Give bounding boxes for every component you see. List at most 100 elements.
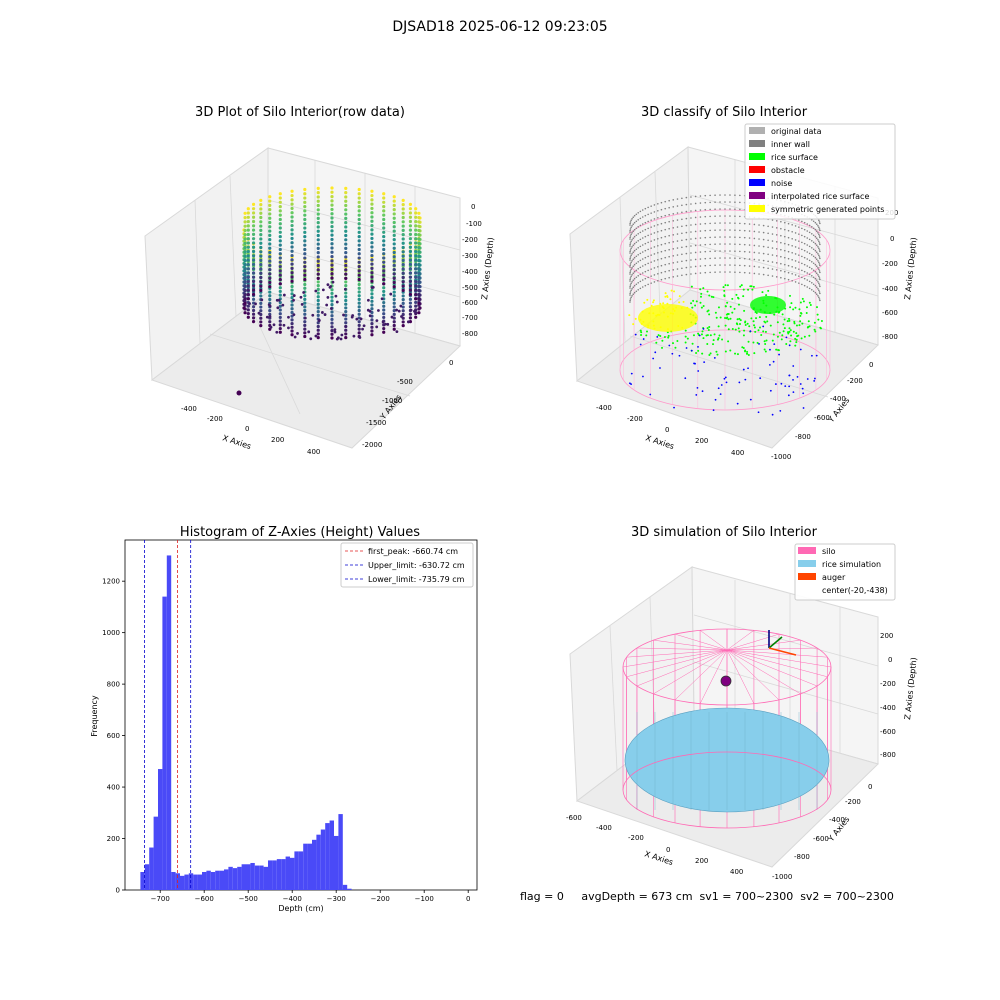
raw-point: [370, 237, 373, 240]
classify-noise-point: [803, 407, 805, 409]
classify-wall-point: [640, 267, 642, 269]
raw-point: [279, 235, 282, 238]
raw-point: [370, 203, 373, 206]
classify-x-label: X Axies: [644, 433, 675, 451]
classify-wall-point: [634, 215, 636, 217]
raw-point: [330, 299, 333, 302]
classify-wall-point: [784, 257, 786, 259]
classify-surface-point: [765, 351, 767, 353]
classify-wall-point: [631, 274, 633, 276]
raw-point: [247, 280, 250, 283]
raw-point: [370, 303, 373, 306]
raw-floor-point: [391, 316, 394, 319]
classify-wall-point: [664, 236, 666, 238]
classify-wall-point: [818, 241, 820, 243]
classify-wall-point: [650, 247, 652, 249]
classify-legend: original datainner wallrice surfaceobsta…: [745, 124, 895, 219]
raw-point: [382, 316, 385, 319]
raw-z-label: Z Axies (Depth): [480, 237, 496, 300]
raw-floor-point: [321, 311, 324, 314]
classify-wall-point: [640, 239, 642, 241]
raw-point: [252, 305, 255, 308]
simulation-legend-swatch: [798, 547, 816, 554]
raw-point: [358, 305, 361, 308]
raw-point: [268, 195, 271, 198]
classify-wall-point: [700, 209, 702, 211]
raw-point: [330, 208, 333, 211]
classify-surface-point: [743, 334, 745, 336]
raw-point: [243, 225, 246, 228]
classify-surface-point: [796, 324, 798, 326]
raw-point: [417, 220, 420, 223]
classify-noise-point: [762, 326, 764, 328]
classify-wall-point: [734, 264, 736, 266]
raw-point: [303, 283, 306, 286]
histogram-bar: [215, 871, 219, 890]
raw-point: [252, 254, 255, 257]
classify-wall-point: [819, 228, 821, 230]
raw-point: [259, 229, 262, 232]
simulation-center-marker: [721, 676, 731, 686]
classify-wall-point: [677, 205, 679, 207]
classify-noise-point: [773, 361, 775, 363]
classify-wall-point: [806, 223, 808, 225]
classify-noise-point: [684, 377, 686, 379]
classify-wall-point: [645, 257, 647, 259]
raw-point: [252, 288, 255, 291]
classify-y-tick: -1000: [771, 453, 791, 461]
classify-wall-point: [804, 285, 806, 287]
classify-wall-point: [801, 277, 803, 279]
classify-noise-point: [816, 355, 818, 357]
classify-surface-point: [799, 320, 801, 322]
classify-wall-point: [647, 284, 649, 286]
raw-point: [247, 229, 250, 232]
classify-wall-point: [739, 202, 741, 204]
classify-wall-point: [719, 243, 721, 245]
classify-wall-point: [819, 277, 821, 279]
classify-wall-point: [817, 239, 819, 241]
raw-point: [382, 244, 385, 247]
classify-wall-point: [634, 243, 636, 245]
raw-point: [279, 327, 282, 330]
raw-point: [259, 305, 262, 308]
classify-wall-point: [637, 233, 639, 235]
simulation-z-label: Z Axies (Depth): [903, 657, 919, 720]
classify-wall-point: [629, 259, 631, 261]
raw-point: [279, 218, 282, 221]
raw-point: [358, 252, 361, 255]
classify-surface-point: [699, 302, 701, 304]
classify-surface-point: [640, 330, 642, 332]
classify-wall-point: [657, 245, 659, 247]
raw-point: [303, 209, 306, 212]
classify-wall-point: [657, 224, 659, 226]
raw-point: [317, 238, 320, 241]
raw-point: [247, 263, 250, 266]
classify-wall-point: [629, 286, 631, 288]
raw-point: [243, 293, 246, 296]
raw-point: [268, 259, 271, 262]
classify-legend-swatch: [749, 153, 765, 160]
classify-surface-point: [753, 320, 755, 322]
classify-surface-point: [819, 327, 821, 329]
raw-point: [268, 238, 271, 241]
raw-point: [344, 187, 347, 190]
histogram-x-tick-label: 0: [466, 895, 470, 903]
raw-point: [290, 296, 293, 299]
raw-point: [402, 212, 405, 215]
classify-wall-point: [719, 271, 721, 273]
classify-wall-point: [630, 228, 632, 230]
raw-point: [259, 289, 262, 292]
classify-wall-point: [816, 265, 818, 267]
classify-wall-point: [629, 252, 631, 254]
classify-wall-point: [681, 274, 683, 276]
classify-wall-point: [772, 254, 774, 256]
classify-wall-point: [632, 279, 634, 281]
raw-point: [382, 196, 385, 199]
raw-point: [358, 324, 361, 327]
raw-point: [243, 297, 246, 300]
simulation-z-tick: 0: [888, 656, 892, 664]
raw-point: [370, 233, 373, 236]
classify-wall-point: [634, 292, 636, 294]
classify-surface-point: [632, 323, 634, 325]
raw-point: [279, 201, 282, 204]
